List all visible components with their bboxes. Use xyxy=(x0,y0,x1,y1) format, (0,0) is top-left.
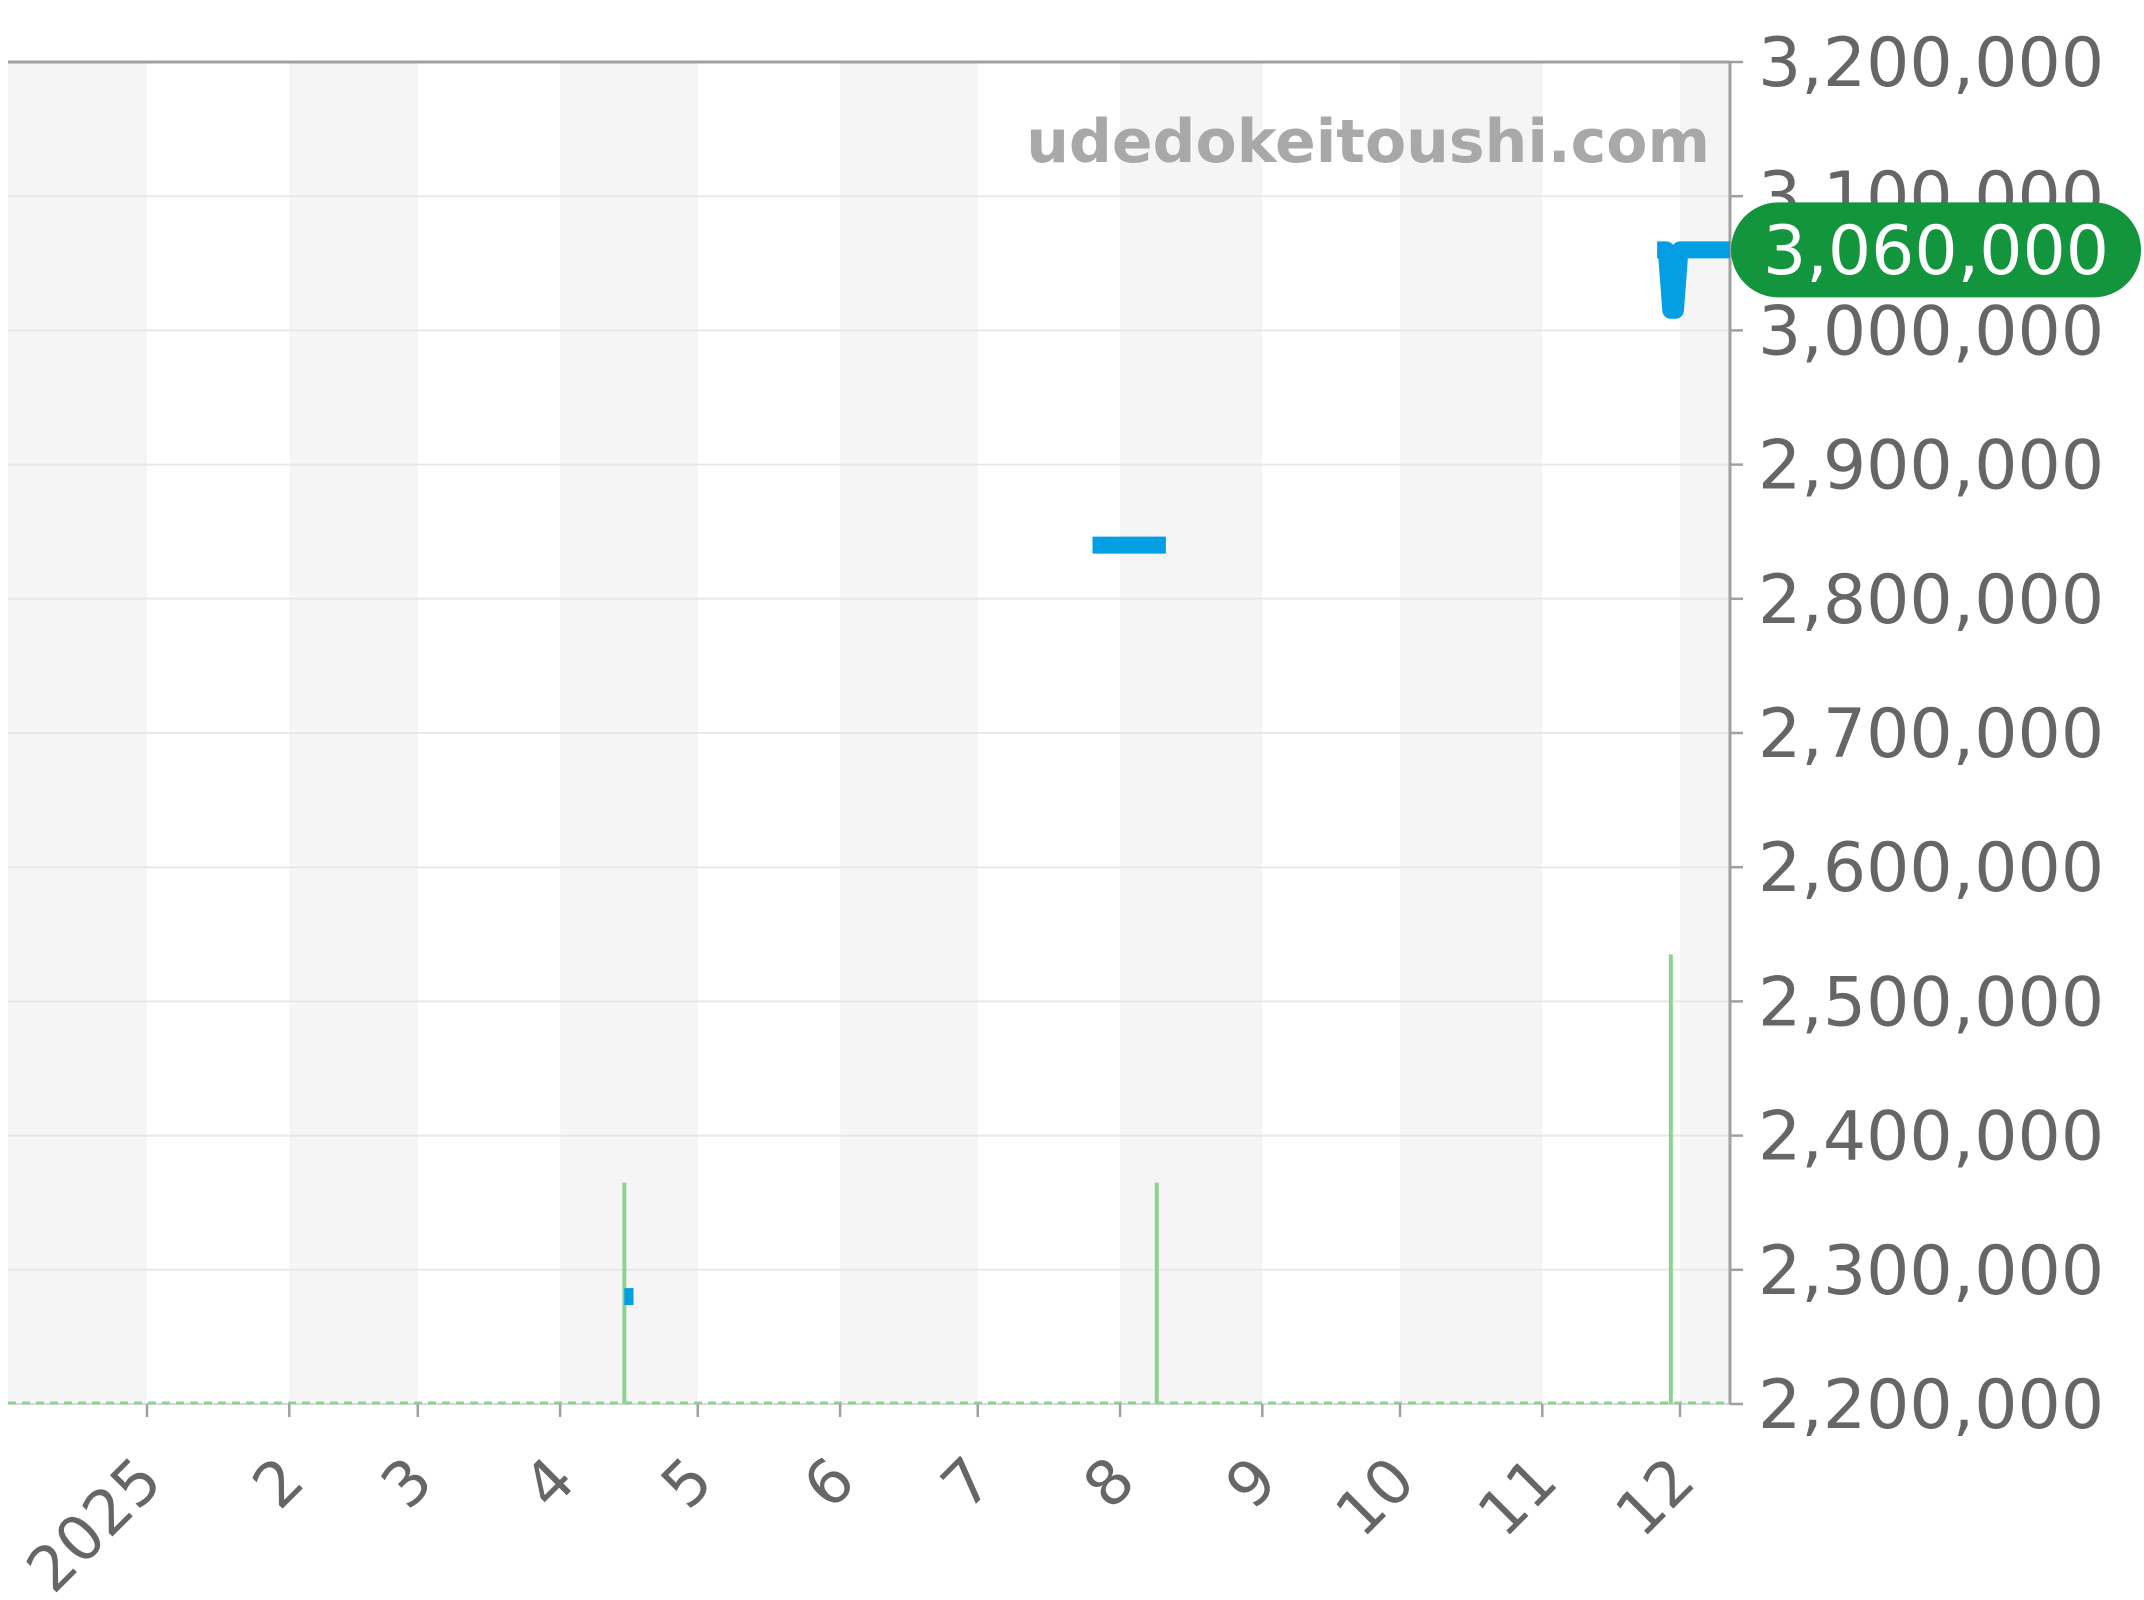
x-tick-label: 2025 xyxy=(12,1443,175,1600)
last-price-tag-background xyxy=(1731,202,2141,298)
x-tick-label: 5 xyxy=(647,1443,727,1523)
x-tick-label: 3 xyxy=(367,1443,447,1523)
x-tick-label: 2 xyxy=(238,1443,318,1523)
x-tick-label: 11 xyxy=(1463,1443,1570,1550)
y-tick-label: 2,300,000 xyxy=(1758,1232,2104,1311)
price-line xyxy=(624,241,1730,1306)
x-tick-label: 12 xyxy=(1601,1443,1708,1550)
x-tick-label: 7 xyxy=(927,1443,1007,1523)
y-tick-label: 2,400,000 xyxy=(1758,1098,2104,1177)
y-tick-label: 2,200,000 xyxy=(1758,1366,2104,1445)
price-segment[interactable] xyxy=(1657,241,1730,319)
y-tick-label: 2,800,000 xyxy=(1758,561,2104,640)
last-price-tag-value: 3,060,000 xyxy=(1763,212,2109,291)
x-tick-label: 6 xyxy=(789,1443,869,1523)
y-tick-label: 2,500,000 xyxy=(1758,963,2104,1042)
x-axis: 2025 2 3 4 5 6 7 8 9 10 11 12 xyxy=(12,1404,1709,1600)
x-tick-label: 4 xyxy=(509,1443,589,1523)
last-price-tag: 3,060,000 xyxy=(1731,202,2141,298)
gridlines xyxy=(8,195,1730,1271)
y-tick-label: 2,900,000 xyxy=(1758,427,2104,506)
x-tick-label: 10 xyxy=(1321,1443,1428,1550)
y-tick-label: 2,600,000 xyxy=(1758,829,2104,908)
y-tick-label: 2,700,000 xyxy=(1758,695,2104,774)
y-tick-label: 3,200,000 xyxy=(1758,24,2104,103)
y-tick-label: 3,000,000 xyxy=(1758,292,2104,371)
watermark: udedokeitoushi.com xyxy=(1026,107,1710,177)
x-tick-label: 9 xyxy=(1211,1443,1291,1523)
x-tick-label: 8 xyxy=(1069,1443,1149,1523)
